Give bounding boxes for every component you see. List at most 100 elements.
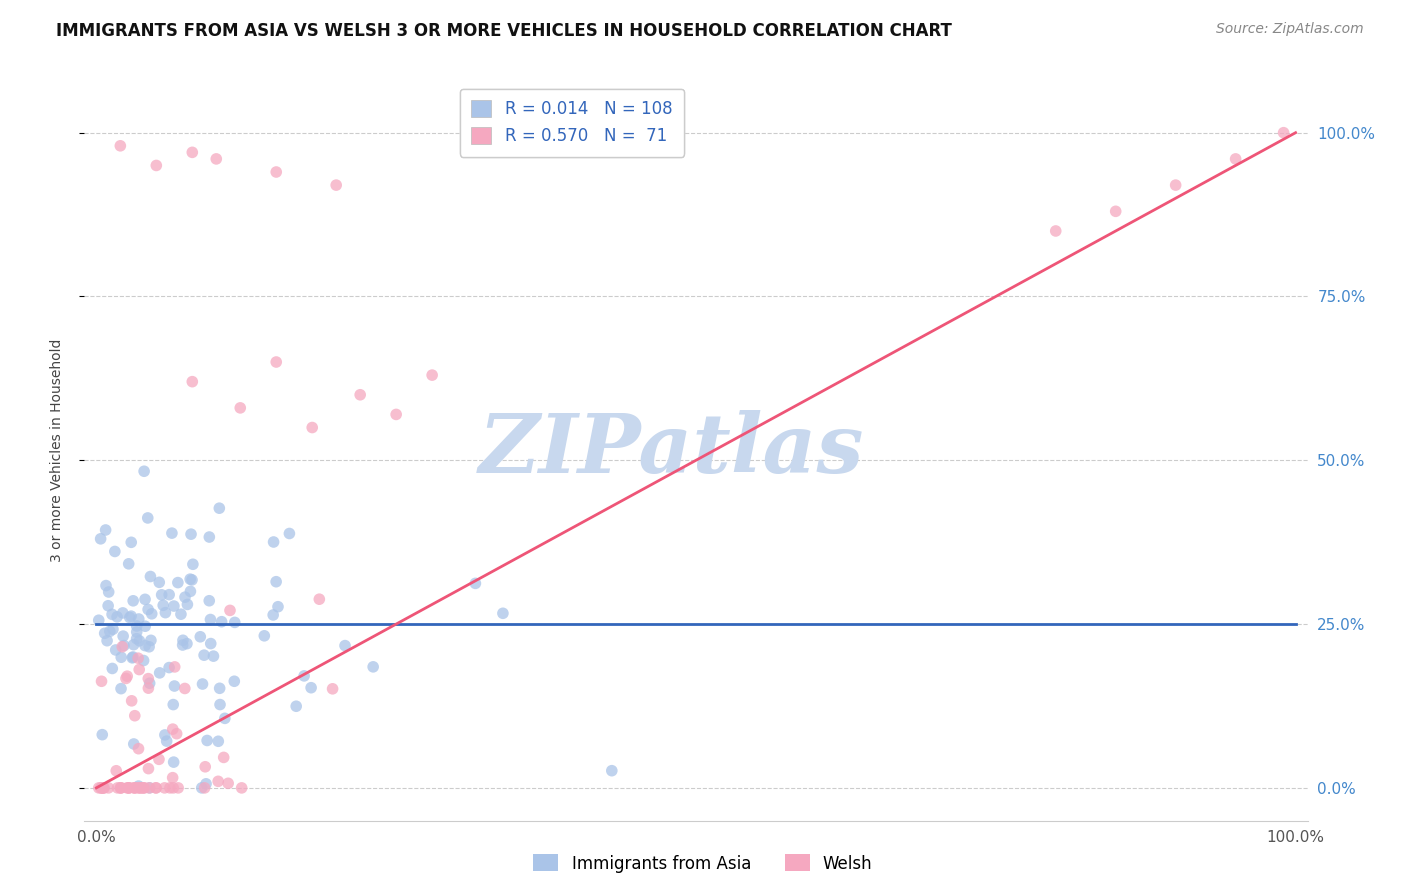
Point (122, 638, 145, 652)
Point (138, 676, 160, 690)
Point (122, 594, 145, 608)
Point (267, 599, 290, 614)
Point (207, 774, 229, 789)
Point (138, 681, 160, 695)
Point (181, 558, 204, 572)
Point (111, 606, 134, 620)
Point (139, 633, 162, 648)
Point (212, 750, 235, 764)
Point (90, 532, 112, 546)
Point (181, 145, 204, 160)
Point (145, 780, 167, 795)
Point (122, 780, 145, 795)
Point (94, 523, 117, 537)
Point (152, 599, 174, 613)
Point (104, 643, 127, 657)
Point (176, 598, 198, 612)
Point (224, 674, 246, 689)
Point (91, 728, 114, 742)
Point (132, 780, 155, 795)
Text: Source: ZipAtlas.com: Source: ZipAtlas.com (1216, 22, 1364, 37)
Legend: Immigrants from Asia, Welsh: Immigrants from Asia, Welsh (527, 847, 879, 880)
Point (110, 780, 132, 795)
Point (194, 780, 217, 795)
Point (125, 624, 148, 639)
Point (97, 780, 120, 795)
Point (188, 630, 211, 644)
Point (160, 526, 183, 541)
Point (93, 780, 115, 795)
Point (1045, 224, 1067, 238)
Point (132, 653, 155, 667)
Point (139, 569, 162, 583)
Point (264, 355, 287, 369)
Point (322, 681, 344, 696)
Point (128, 633, 150, 648)
Point (492, 607, 515, 621)
Point (112, 639, 135, 653)
Point (198, 593, 221, 607)
Point (191, 677, 214, 691)
Point (101, 607, 124, 622)
Point (180, 527, 202, 541)
Point (93, 780, 115, 795)
Point (101, 622, 124, 636)
Point (121, 694, 143, 708)
Point (90, 780, 112, 795)
Point (128, 780, 150, 795)
Point (253, 629, 276, 643)
Point (285, 699, 308, 714)
Point (118, 557, 141, 571)
Point (264, 574, 287, 589)
Point (195, 733, 218, 747)
Point (149, 665, 172, 680)
Point (128, 612, 150, 626)
Point (101, 661, 124, 675)
Point (124, 708, 146, 723)
Point (128, 663, 150, 677)
Point (167, 780, 190, 795)
Point (181, 573, 204, 587)
Point (200, 613, 222, 627)
Point (174, 590, 197, 604)
Point (118, 780, 141, 795)
Point (148, 752, 170, 766)
Point (127, 651, 149, 665)
Point (128, 741, 150, 756)
Point (163, 679, 186, 693)
Point (179, 584, 201, 599)
Point (464, 576, 486, 591)
Point (264, 165, 287, 179)
Point (120, 535, 142, 549)
Point (153, 780, 176, 795)
Point (166, 727, 188, 741)
Point (200, 636, 222, 650)
Point (172, 633, 194, 648)
Point (176, 637, 198, 651)
Point (94, 578, 117, 592)
Point (138, 640, 160, 654)
Point (120, 609, 142, 624)
Point (110, 780, 132, 795)
Point (211, 615, 233, 629)
Point (1105, 204, 1128, 219)
Point (1225, 152, 1247, 166)
Point (262, 607, 284, 622)
Point (179, 572, 201, 586)
Point (167, 575, 190, 590)
Point (98, 624, 121, 639)
Point (110, 138, 132, 153)
Point (128, 780, 150, 795)
Point (136, 672, 159, 686)
Point (325, 178, 347, 193)
Y-axis label: 3 or more Vehicles in Household: 3 or more Vehicles in Household (49, 339, 63, 562)
Point (162, 780, 184, 795)
Point (118, 610, 141, 624)
Point (91, 780, 114, 795)
Point (132, 464, 155, 478)
Point (93, 626, 115, 640)
Point (90, 780, 112, 795)
Point (124, 780, 146, 795)
Point (124, 780, 146, 795)
Point (162, 722, 184, 736)
